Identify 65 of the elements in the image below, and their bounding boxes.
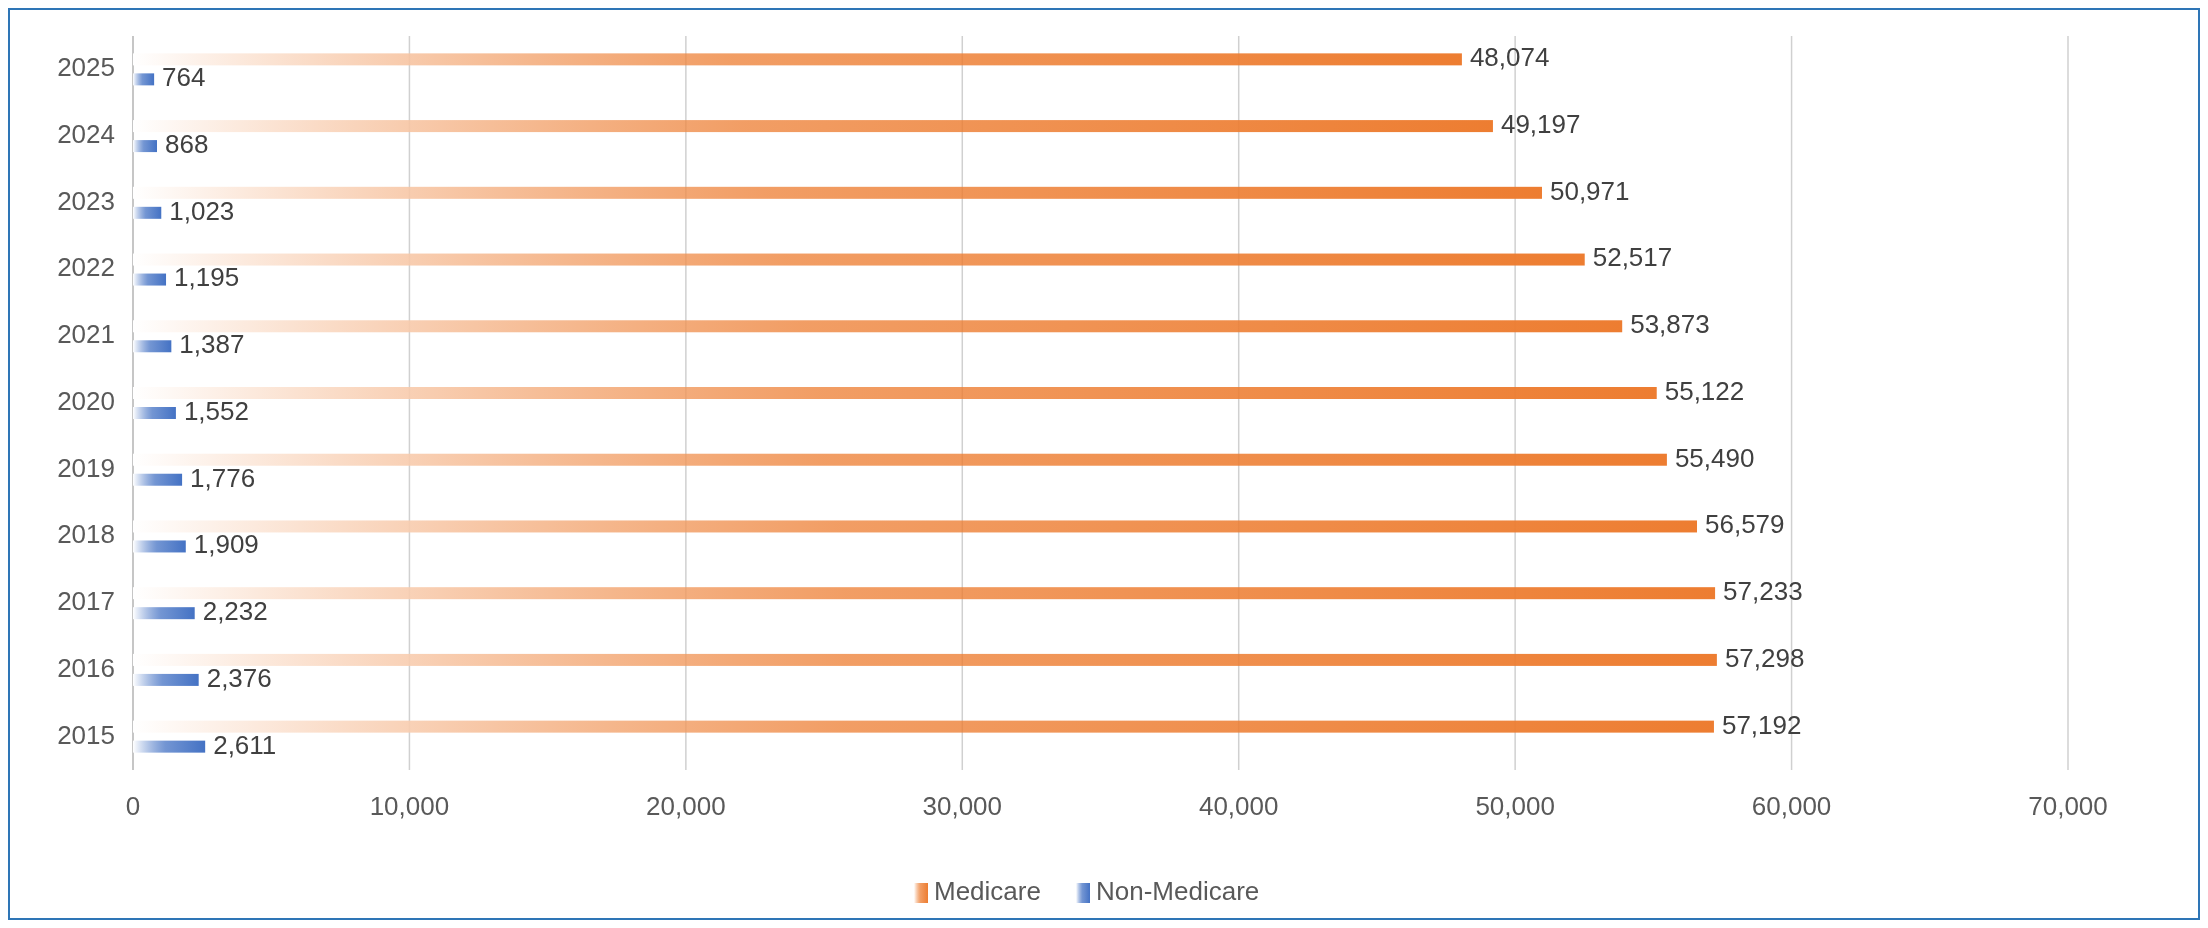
bar [133, 520, 1698, 533]
x-tick-label: 50,000 [1475, 791, 1555, 821]
bar [133, 473, 183, 486]
x-tick-label: 70,000 [2028, 791, 2108, 821]
y-tick-label: 2024 [57, 118, 115, 149]
data-label: 57,298 [1724, 642, 1805, 673]
y-tick-label: 2019 [57, 452, 115, 483]
x-tick-label: 30,000 [922, 791, 1003, 821]
bar [133, 73, 155, 86]
bar [133, 120, 1493, 133]
y-tick-label: 2023 [57, 185, 115, 216]
data-label: 1,023 [169, 195, 235, 226]
x-tick-label: 60,000 [1751, 791, 1832, 821]
data-label: 2,611 [213, 729, 277, 760]
y-tick-label: 2017 [57, 586, 115, 617]
legend-label: Medicare [934, 875, 1041, 906]
data-label: 57,192 [1721, 709, 1802, 740]
data-label: 764 [162, 62, 206, 93]
data-label: 52,517 [1592, 242, 1673, 273]
data-label: 2,232 [202, 596, 268, 627]
bar [133, 53, 1462, 66]
y-tick-label: 2021 [57, 319, 115, 350]
bar [133, 320, 1623, 333]
bar [133, 340, 172, 353]
data-label: 49,197 [1500, 108, 1581, 139]
y-tick-label: 2015 [57, 719, 115, 750]
bar [133, 453, 1667, 466]
data-label: 50,971 [1549, 175, 1630, 206]
bar [133, 653, 1717, 666]
data-label: 55,490 [1674, 442, 1755, 473]
bar [133, 407, 176, 419]
x-tick-label: 40,000 [1198, 791, 1279, 821]
x-tick-label: 10,000 [369, 791, 450, 821]
data-label: 48,074 [1469, 42, 1550, 73]
bar [133, 273, 167, 286]
bar [133, 387, 1657, 399]
data-label: 53,873 [1630, 309, 1710, 340]
bar [133, 673, 199, 686]
x-tick-label: 0 [125, 791, 141, 821]
data-label: 1,909 [193, 529, 259, 560]
y-tick-label: 2025 [57, 52, 115, 83]
data-label: 868 [164, 128, 209, 159]
bar [133, 540, 186, 553]
bar [133, 140, 157, 153]
bar [133, 720, 1714, 733]
data-label: 56,579 [1705, 509, 1785, 540]
data-label: 1,195 [174, 262, 240, 293]
y-tick-label: 2018 [57, 519, 115, 550]
y-tick-label: 2020 [57, 385, 115, 416]
data-label: 1,552 [183, 395, 249, 426]
data-label: 57,233 [1723, 576, 1803, 607]
bar [133, 607, 195, 620]
data-label: 2,376 [206, 662, 272, 693]
y-tick-label: 2022 [57, 252, 115, 283]
bar [133, 186, 1542, 199]
x-tick-label: 20,000 [646, 791, 726, 821]
data-label: 1,776 [190, 462, 256, 493]
bar [133, 253, 1585, 266]
data-label: 55,122 [1664, 375, 1745, 406]
legend-label: Non-Medicare [1096, 875, 1260, 906]
bar [133, 206, 162, 219]
data-label: 1,387 [179, 329, 245, 360]
bar [133, 740, 206, 753]
y-tick-label: 2016 [57, 652, 115, 683]
bar [133, 587, 1716, 600]
